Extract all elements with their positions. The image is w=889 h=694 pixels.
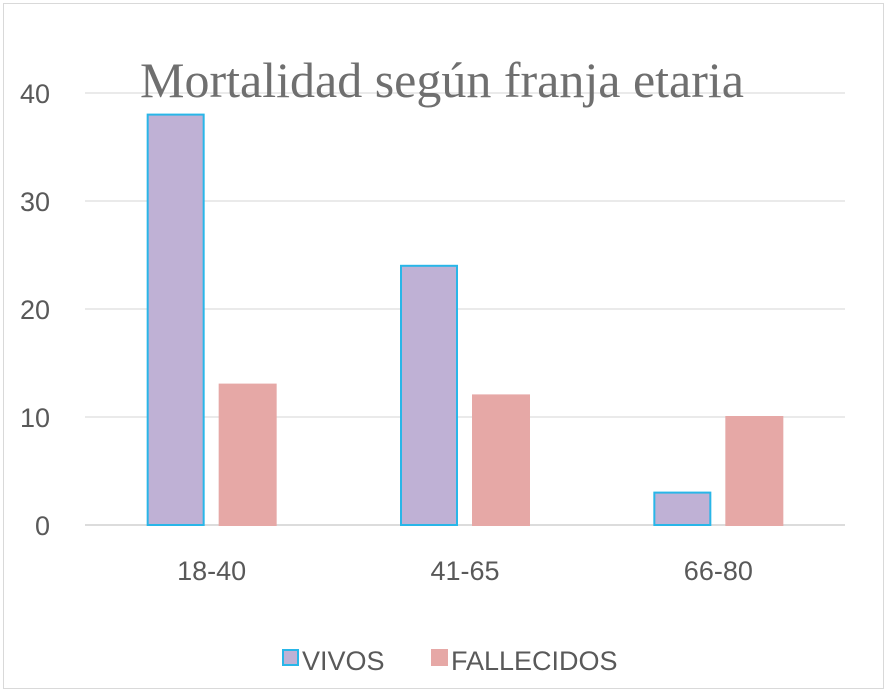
- x-tick-label: 18-40: [177, 556, 246, 586]
- chart-title: Mortalidad según franja etaria: [140, 52, 744, 108]
- legend-swatch-fallecidos: [431, 649, 448, 666]
- y-tick-label: 0: [35, 511, 50, 541]
- y-tick-label: 20: [20, 295, 50, 325]
- bar-vivos-66-80: [653, 491, 712, 527]
- bar-vivos-41-65: [400, 264, 458, 526]
- bar-fallecidos-66-80: [725, 416, 784, 526]
- legend-label-fallecidos: FALLECIDOS: [451, 646, 618, 676]
- bar-fallecidos-18-40: [218, 383, 277, 526]
- legend-label-vivos: VIVOS: [302, 646, 385, 676]
- y-axis-ticks: 0 10 20 30 40: [20, 79, 50, 541]
- legend-swatch-vivos: [282, 649, 299, 666]
- y-tick-label: 40: [20, 79, 50, 109]
- y-tick-label: 10: [20, 403, 50, 433]
- bars: [146, 113, 784, 527]
- y-tick-label: 30: [20, 187, 50, 217]
- x-tick-label: 66-80: [684, 556, 753, 586]
- legend: VIVOS FALLECIDOS: [282, 646, 618, 676]
- bar-vivos-18-40: [146, 113, 205, 526]
- bar-fallecidos-41-65: [472, 394, 530, 526]
- x-axis-ticks: 18-40 41-65 66-80: [177, 556, 753, 586]
- gridlines: [85, 92, 845, 526]
- x-tick-label: 41-65: [430, 556, 499, 586]
